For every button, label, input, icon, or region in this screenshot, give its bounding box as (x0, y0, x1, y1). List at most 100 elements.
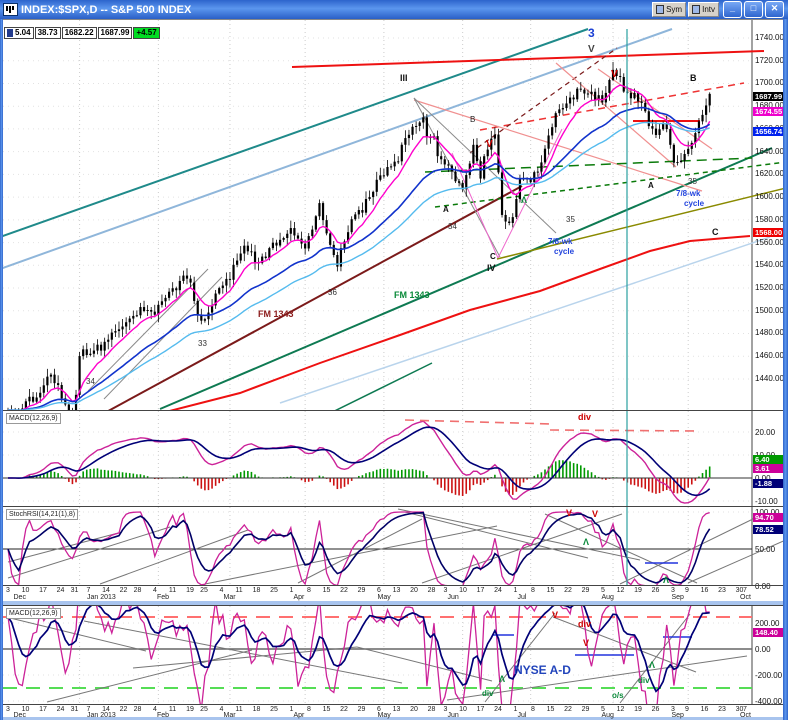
date-label: 31 (70, 587, 79, 594)
date-label: 8 (531, 706, 535, 713)
date-label: 3 (6, 587, 10, 594)
date-label: 22 (564, 587, 572, 594)
date-label: 22 (119, 587, 128, 594)
month-label: Jul (517, 712, 527, 719)
quote-box-1: 5.04 (4, 27, 34, 39)
chart-annotation: 33 (198, 339, 207, 348)
date-label: 1 (289, 587, 294, 594)
chart-annotation: div (638, 676, 650, 685)
chart-annotation: V (552, 610, 559, 620)
quote-swatch (7, 29, 13, 37)
close-button[interactable]: ✕ (765, 1, 784, 18)
date-label: 7 (86, 587, 91, 594)
symbol-button[interactable]: Sym (652, 2, 687, 17)
macd-value-flag: 3.61 (753, 464, 785, 473)
price-tick: 1440.00 (755, 373, 784, 383)
price-tick: 1540.00 (755, 260, 784, 270)
date-label: 5 (601, 587, 605, 594)
price-tick: 1600.00 (755, 192, 784, 202)
date-label: 24 (494, 706, 502, 713)
chart-annotation: B (690, 73, 697, 83)
date-label: 22 (564, 706, 572, 713)
title-bar[interactable]: INDEX:$SPX,D -- S&P 500 INDEX Sym Intv _… (0, 0, 788, 19)
quote-readout: 5.04 38.73 1682.22 1687.99 +4.57 (4, 27, 161, 39)
date-label: 7 (743, 587, 747, 594)
date-label: 1 (513, 706, 518, 713)
maximize-button[interactable]: □ (744, 1, 763, 18)
date-label: 1 (513, 587, 518, 594)
chart-annotation: A (648, 181, 654, 190)
chart-annotation: 35 (566, 215, 575, 224)
date-label: 22 (119, 706, 128, 713)
minimize-button[interactable]: _ (723, 1, 742, 18)
date-label: 26 (651, 706, 660, 713)
date-label: 25 (270, 587, 278, 594)
macd-tick: -10.00 (755, 497, 778, 506)
interval-button[interactable]: Intv (688, 2, 719, 17)
price-flag: 1687.99 (753, 92, 785, 101)
quote-box-3: 1682.22 (61, 27, 97, 39)
symbol-icon (656, 5, 665, 14)
chart-annotation: Λ (583, 537, 590, 547)
price-tick: 1480.00 (755, 328, 784, 338)
chart-annotation: cycle (554, 247, 575, 256)
date-label: 5 (601, 706, 605, 713)
chart-annotation: FM 1343 (394, 290, 430, 300)
month-label: May (377, 594, 391, 601)
ad-tick: -400.00 (755, 697, 783, 706)
stochrsi-panel-label: StochRSI(14,21(1),8) (6, 509, 79, 520)
chart-annotation: V (486, 139, 493, 150)
month-label: Oct (740, 712, 751, 719)
date-label: 18 (252, 587, 261, 594)
date-label: 6 (377, 706, 381, 713)
date-label: 10 (459, 706, 467, 713)
date-label: 16 (700, 706, 709, 713)
date-label: 9 (685, 706, 689, 713)
date-label: 26 (651, 587, 660, 594)
chart-annotation: IV (487, 263, 496, 273)
chart-annotation: 34 (86, 377, 95, 386)
date-label: 15 (322, 587, 331, 594)
date-label: 10 (21, 706, 30, 713)
date-label: 30 (735, 706, 744, 713)
month-label: Apr (293, 712, 305, 719)
date-label: 6 (377, 587, 381, 594)
price-tick: 1580.00 (755, 214, 784, 224)
month-label: Mar (223, 712, 236, 719)
date-label: 24 (56, 587, 65, 594)
date-label: 22 (340, 706, 348, 713)
month-label: Oct (740, 594, 751, 601)
panel-divider (3, 410, 783, 411)
macd-panel[interactable] (3, 411, 783, 506)
date-label: 9 (685, 587, 689, 594)
chart-annotation: Λ (521, 195, 528, 205)
stochrsi-panel[interactable] (3, 507, 783, 586)
price-flag: 1656.74 (753, 127, 785, 136)
date-label: 13 (392, 587, 401, 594)
date-label: 15 (322, 706, 331, 713)
date-label: 20 (410, 706, 418, 713)
date-label: 15 (546, 706, 555, 713)
price-tick: 1500.00 (755, 305, 784, 315)
chart-annotation: cycle (684, 199, 705, 208)
panel-divider (3, 704, 783, 705)
date-label: 4 (153, 587, 157, 594)
date-label: 3 (443, 706, 448, 713)
chart-annotation: 35 (688, 177, 697, 186)
nyse-ad-panel[interactable] (3, 606, 783, 705)
price-chart-panel[interactable] (3, 19, 783, 412)
date-label: 31 (70, 706, 79, 713)
stoch-tick: 0.00 (755, 582, 771, 591)
month-label: Jan 2013 (87, 712, 116, 719)
panel-divider (3, 585, 783, 586)
macd-value-flag: -1.88 (753, 479, 785, 488)
date-label: 11 (168, 706, 177, 713)
date-label: 15 (546, 587, 555, 594)
chart-annotation: C (712, 227, 719, 237)
macd-tick: 20.00 (755, 428, 776, 437)
date-label: 28 (133, 706, 142, 713)
chart-annotation: 34 (448, 222, 457, 231)
date-label: 8 (531, 587, 535, 594)
date-label: 14 (102, 587, 110, 594)
